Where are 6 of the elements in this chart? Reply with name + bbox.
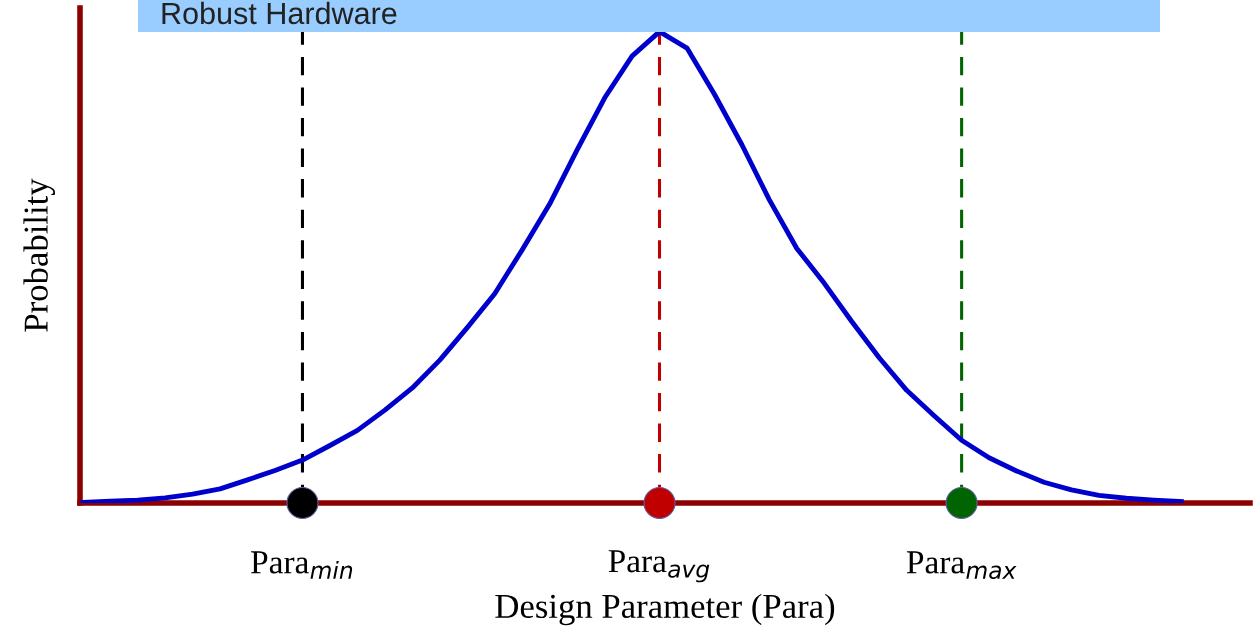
x-tick-label: Para$_{avg}$ <box>608 550 710 583</box>
chart-title: Robust Hardware <box>162 1 397 25</box>
y-axis-title: Probability <box>23 178 55 332</box>
x-tick-label: Para$_{max}$ <box>906 551 1017 579</box>
x-axis-title: Design Parameter (Para) <box>495 593 835 626</box>
x-tick-label: Para$_{min}$ <box>251 551 353 579</box>
